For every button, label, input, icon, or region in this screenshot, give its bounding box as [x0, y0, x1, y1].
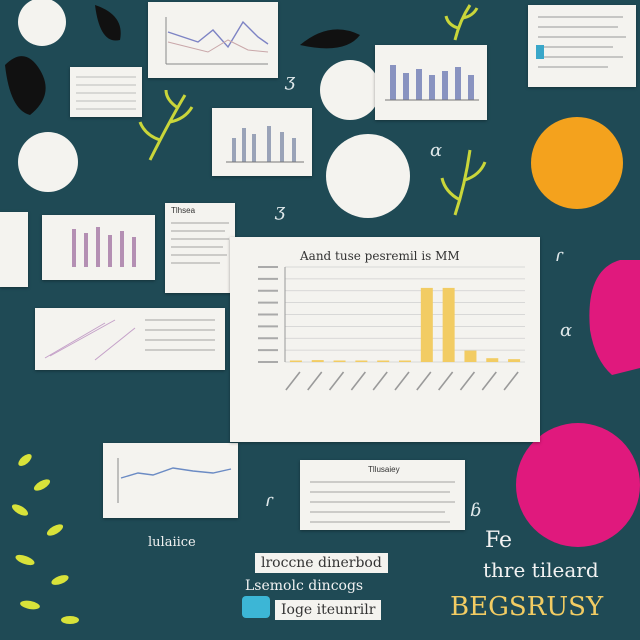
x-tick-label	[372, 371, 388, 391]
x-tick-label	[307, 371, 323, 391]
bar	[311, 360, 324, 362]
bottom-text-line-3: Ioge iteunrilr	[275, 600, 382, 620]
x-tick-label	[438, 371, 454, 391]
mini-scatter-card	[35, 308, 225, 370]
bottom-right-line-2: thre tileard	[483, 558, 599, 582]
glyph: ɑ	[560, 320, 573, 341]
mini-text-card-2: Tllusaiey	[300, 460, 465, 530]
main-chart-card: Aand tuse pesremil is MM	[230, 237, 540, 442]
chart-title: Aand tuse pesremil is MM	[300, 249, 460, 263]
mini-bar-card-3	[42, 215, 155, 280]
x-tick-label	[459, 371, 476, 391]
edge-card-left	[0, 212, 28, 287]
glyph: ɾ	[265, 490, 274, 511]
glyph: ʒ	[285, 70, 296, 91]
bar	[486, 358, 499, 362]
bar	[420, 287, 433, 362]
x-tick-label	[416, 371, 432, 391]
side-label: lulaiice	[148, 535, 196, 550]
bar	[355, 360, 368, 362]
mini-card-title: Tllusaiey	[368, 465, 400, 474]
x-tick-label	[394, 371, 410, 391]
bar	[377, 360, 390, 362]
bar-chart	[258, 266, 525, 391]
bar	[333, 360, 346, 362]
x-tick-label	[503, 371, 519, 391]
mini-table-card	[70, 67, 142, 117]
bottom-text-line-2: Lsemolc dincogs	[245, 578, 364, 594]
mini-bar-card	[212, 108, 312, 176]
glyph: ɓ	[470, 500, 482, 521]
mini-line-card	[148, 2, 278, 78]
glyph: ɑ	[430, 140, 443, 161]
x-tick-label	[285, 371, 301, 391]
mini-bar-card-2	[375, 45, 487, 120]
bottom-right-line-3: BEGSRUSY	[450, 592, 604, 622]
mini-list-card	[528, 5, 636, 87]
bottom-text-line-1: lroccne dinerbod	[255, 553, 388, 573]
glyph: ɾ	[555, 245, 564, 266]
bottom-right-line-1: Fe	[485, 528, 513, 553]
bar	[442, 287, 455, 362]
mini-text-card: Tlhsea	[165, 203, 235, 293]
bar	[399, 360, 411, 362]
x-tick-label	[328, 371, 345, 391]
mini-card-title: Tlhsea	[171, 206, 196, 215]
x-tick-label	[350, 371, 366, 391]
glyph: ʒ	[275, 200, 286, 221]
bar	[464, 350, 477, 362]
x-tick-label	[481, 371, 497, 391]
bar	[289, 360, 302, 362]
mini-line-card-2	[103, 443, 238, 518]
bar	[508, 359, 521, 362]
